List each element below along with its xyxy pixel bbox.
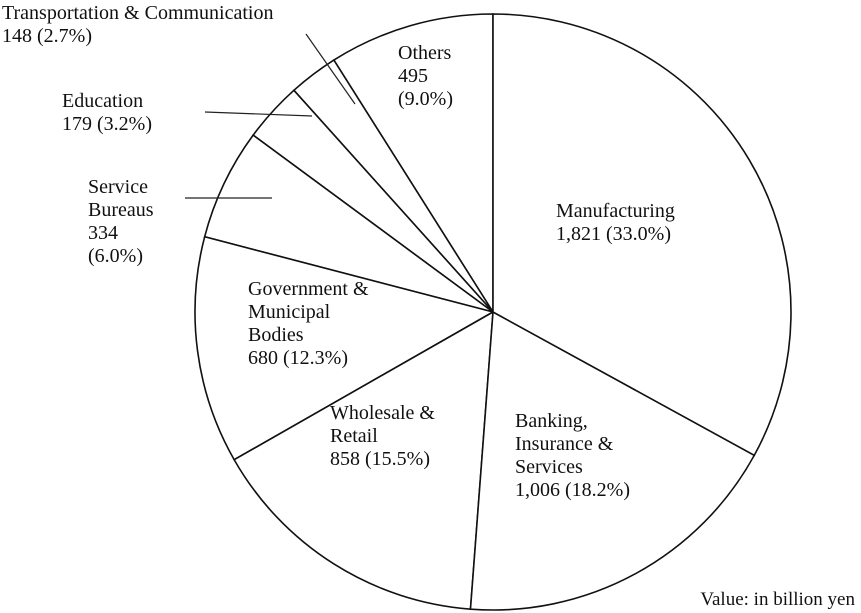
value-label: 680 (12.3%)	[248, 347, 348, 369]
slice-label: Others 495 (9.0%)	[398, 42, 462, 111]
value-label: 148 (2.7%)	[2, 25, 92, 47]
slice-label: Education 179 (3.2%)	[62, 90, 202, 136]
slice-label: Transportation & Communication 148 (2.7%)	[2, 2, 402, 48]
value-label: 858 (15.5%)	[330, 448, 430, 470]
category-label: Manufacturing	[556, 200, 675, 222]
category-label: Others	[398, 42, 452, 64]
pie-slice	[469, 310, 756, 611]
category-label: Wholesale & Retail	[330, 402, 435, 447]
note: Value: in billion yen	[700, 589, 855, 610]
value-label: 495 (9.0%)	[398, 65, 453, 110]
pie-slice	[332, 13, 494, 315]
value-label: 1,006 (18.2%)	[515, 479, 630, 501]
value-label: 1,821 (33.0%)	[556, 223, 671, 245]
slice-label: Government & Municipal Bodies 680 (12.3%)	[248, 278, 383, 370]
slice-label: Manufacturing 1,821 (33.0%)	[556, 200, 746, 246]
pie-slice	[233, 310, 494, 611]
pie-slice	[492, 13, 792, 457]
category-label: Education	[62, 90, 144, 112]
value-label: 334 (6.0%)	[88, 222, 143, 267]
category-label: Transportation & Communication	[2, 2, 274, 24]
slice-label: Wholesale & Retail 858 (15.5%)	[330, 402, 470, 471]
leader-line	[305, 33, 356, 105]
category-label: Government & Municipal Bodies	[248, 278, 369, 346]
leader-line	[204, 111, 313, 117]
pie-slice	[194, 235, 496, 461]
category-label: Service Bureaus	[88, 176, 154, 221]
slice-label: Service Bureaus 334 (6.0%)	[88, 176, 168, 268]
category-label: Banking, Insurance & Services	[515, 410, 614, 478]
value-label: 179 (3.2%)	[62, 113, 152, 135]
slice-label: Banking, Insurance & Services 1,006 (18.2…	[515, 410, 640, 502]
